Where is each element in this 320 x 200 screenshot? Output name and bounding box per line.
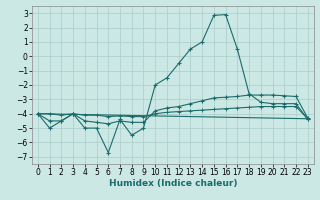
X-axis label: Humidex (Indice chaleur): Humidex (Indice chaleur) [108, 179, 237, 188]
